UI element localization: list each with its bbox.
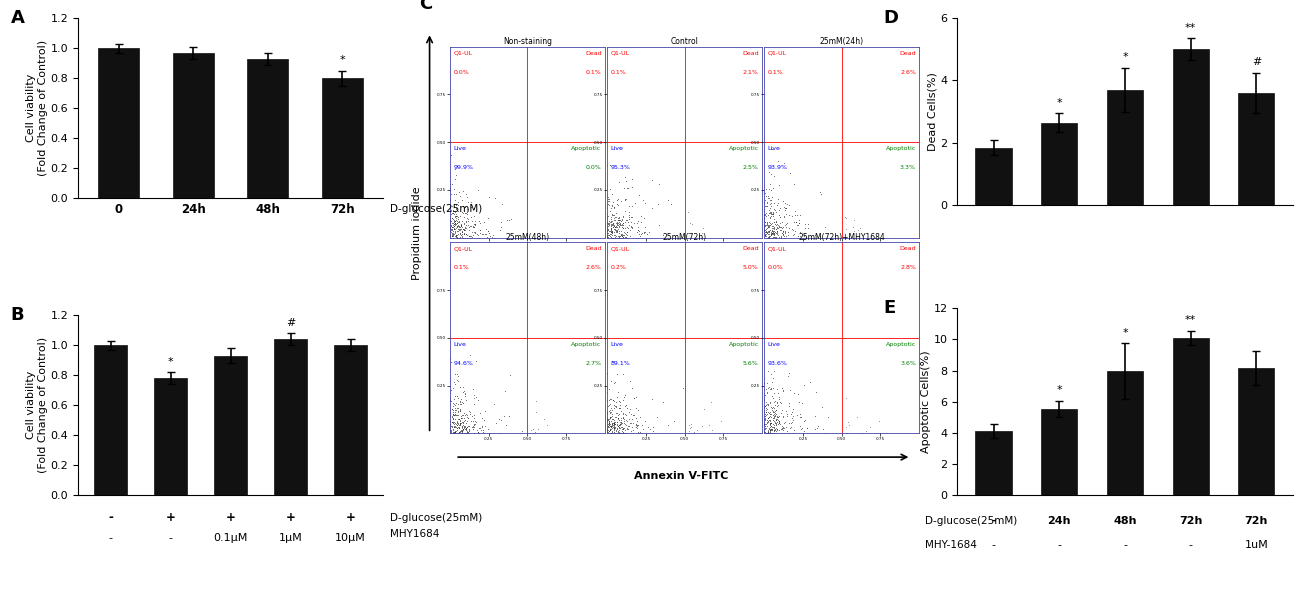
Bar [322, 78, 362, 198]
Bar [976, 147, 1012, 205]
Text: Annexin V-FITC: Annexin V-FITC [634, 471, 727, 481]
Text: -: - [991, 516, 996, 526]
Text: *: * [1056, 385, 1063, 396]
Text: -: - [991, 540, 995, 550]
Text: -: - [108, 512, 113, 524]
Text: Propidium iodide: Propidium iodide [412, 186, 422, 280]
Text: 1μM: 1μM [279, 533, 303, 543]
Y-axis label: Dead Cells(%): Dead Cells(%) [927, 72, 938, 151]
Bar [1042, 409, 1077, 495]
Text: -: - [1189, 540, 1192, 550]
Bar [173, 53, 214, 198]
Text: A: A [10, 9, 25, 27]
Text: MHY1684: MHY1684 [390, 528, 439, 539]
Text: +: + [286, 512, 296, 524]
Text: *: * [1056, 98, 1063, 108]
Text: **: ** [1185, 315, 1196, 325]
Bar [99, 48, 139, 198]
Text: 1uM: 1uM [1244, 540, 1268, 550]
Bar [248, 59, 288, 198]
Bar [334, 345, 368, 495]
Bar [1238, 368, 1274, 495]
Text: -: - [109, 533, 113, 543]
Bar [1173, 338, 1209, 495]
Text: B: B [10, 306, 25, 324]
Text: *: * [1122, 53, 1128, 62]
Bar [95, 345, 127, 495]
Text: 24h: 24h [1047, 516, 1070, 526]
Bar [1107, 90, 1143, 205]
Text: D-glucose(25mM): D-glucose(25mM) [390, 204, 482, 214]
Bar [976, 431, 1012, 495]
Bar [1042, 123, 1077, 205]
Bar [1107, 371, 1143, 495]
Text: *: * [1122, 327, 1128, 338]
Text: *: * [168, 357, 174, 367]
Bar [155, 378, 187, 495]
Text: 10μM: 10μM [335, 533, 366, 543]
Text: #: # [286, 318, 295, 328]
Text: E: E [883, 299, 896, 317]
Text: D-glucose(25mM): D-glucose(25mM) [925, 516, 1017, 526]
Text: -: - [1057, 540, 1061, 550]
Text: **: ** [1185, 23, 1196, 33]
Text: +: + [226, 512, 235, 524]
Text: C: C [420, 0, 433, 13]
Y-axis label: Cell viability
(Fold Change of Control): Cell viability (Fold Change of Control) [26, 337, 48, 474]
Text: D: D [883, 9, 899, 27]
Bar [274, 339, 307, 495]
Text: D-glucose(25mM): D-glucose(25mM) [390, 513, 482, 524]
Text: +: + [166, 512, 175, 524]
Text: 48h: 48h [1113, 516, 1137, 526]
Y-axis label: Apoptotic Cells(%): Apoptotic Cells(%) [921, 350, 931, 453]
Bar [214, 356, 247, 495]
Text: *: * [339, 55, 346, 65]
Text: 72h: 72h [1244, 516, 1268, 526]
Text: 72h: 72h [1179, 516, 1203, 526]
Y-axis label: Cell viability
(Fold Change of Control): Cell viability (Fold Change of Control) [26, 40, 48, 176]
Text: 0.1μM: 0.1μM [213, 533, 248, 543]
Text: #: # [1252, 57, 1261, 67]
Text: -: - [1122, 540, 1128, 550]
Bar [1238, 93, 1274, 205]
Text: MHY-1684: MHY-1684 [925, 540, 977, 550]
Bar [1173, 50, 1209, 205]
Text: +: + [346, 512, 356, 524]
Text: -: - [169, 533, 173, 543]
